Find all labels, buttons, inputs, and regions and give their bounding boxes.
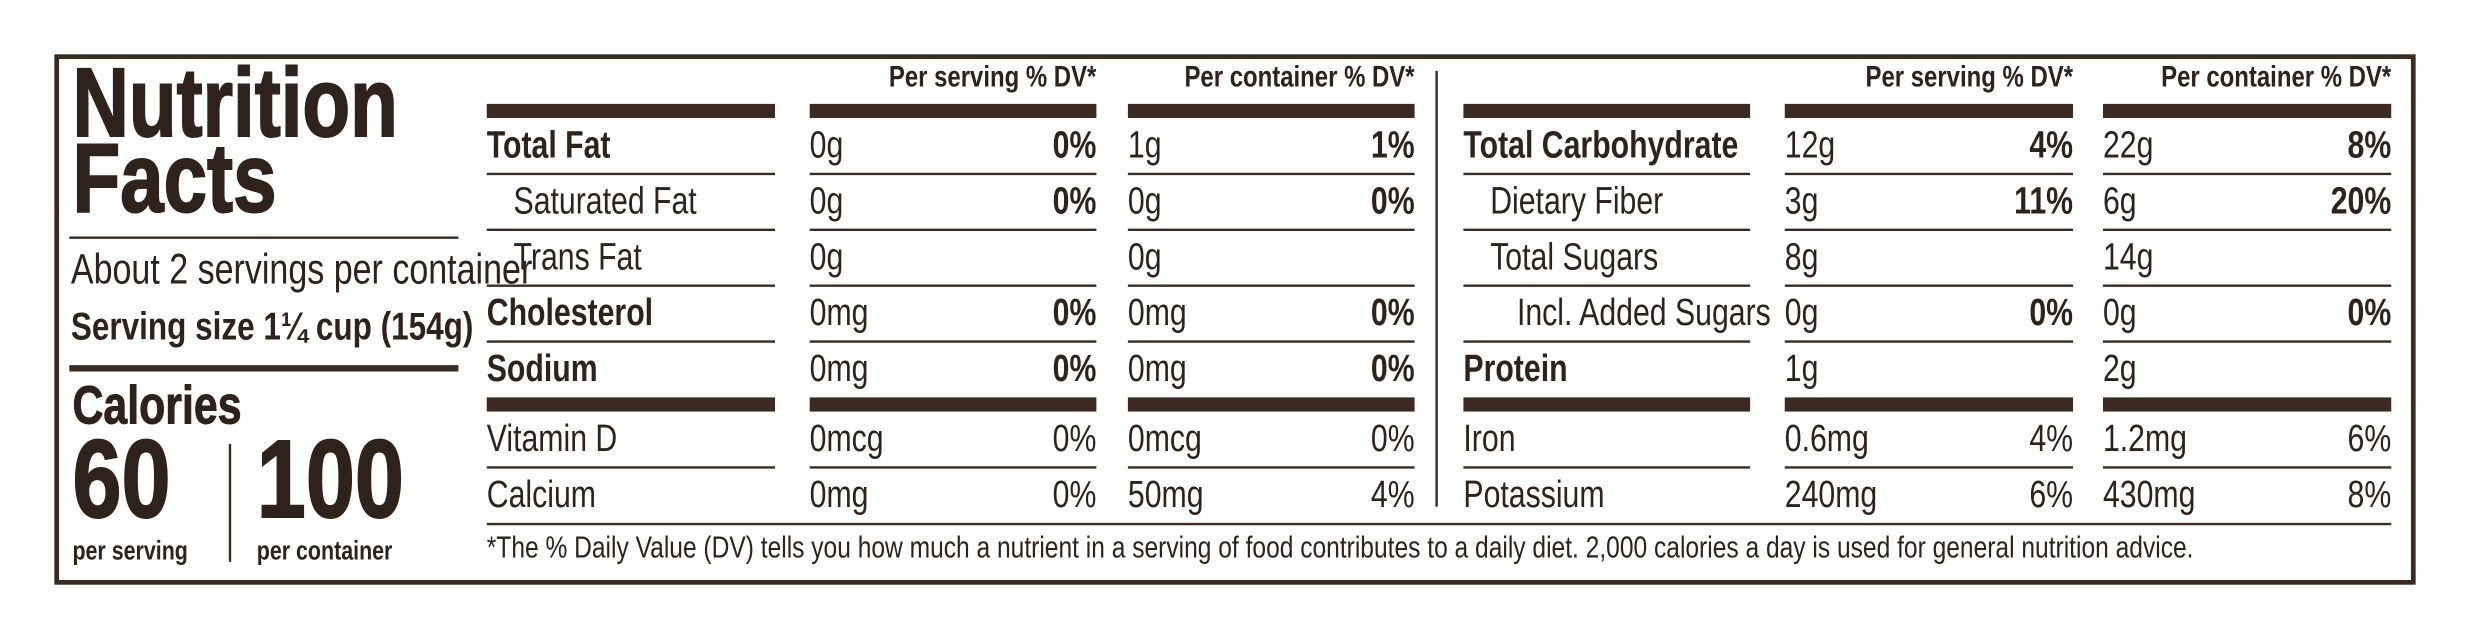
footnote: *The % Daily Value (DV) tells you how mu… [487, 530, 2194, 564]
amount: 0.6mg [1785, 418, 1869, 460]
daily-value: 0% [1053, 180, 1097, 222]
thick-rule [809, 397, 1097, 412]
thick-rule [1127, 103, 1415, 119]
daily-value: 0% [1371, 418, 1415, 460]
nutrient-name: Vitamin D [487, 418, 618, 460]
amount: 0g [1128, 180, 1162, 222]
daily-value: 11% [2014, 180, 2073, 222]
column-header: Per serving % DV* [889, 59, 1097, 93]
amount: 0g [810, 180, 844, 222]
nutrient-name: Cholesterol [487, 292, 653, 334]
daily-value: 6% [2348, 418, 2392, 460]
servings: About 2 servings per container [71, 246, 533, 293]
nutrient-name: Potassium [1463, 474, 1604, 516]
thick-rule [1784, 397, 2074, 412]
thick-rule [2102, 397, 2392, 412]
thick-rule [2102, 103, 2392, 119]
thick-rule [1463, 103, 1751, 119]
amount: 22g [2103, 124, 2153, 166]
amount: 0mcg [810, 418, 884, 460]
daily-value: 0% [1371, 180, 1415, 222]
daily-value: 0% [1371, 348, 1415, 390]
amount: 0g [1785, 292, 1819, 334]
daily-value: 0% [2029, 292, 2073, 334]
amount: 50mg [1128, 474, 1204, 516]
daily-value: 4% [2029, 418, 2073, 460]
thick-rule [486, 103, 776, 119]
daily-value: 4% [1371, 474, 1415, 516]
daily-value: 6% [2029, 474, 2073, 516]
daily-value: 0% [1053, 124, 1097, 166]
amount: 240mg [1785, 474, 1877, 516]
amount: 6g [2103, 180, 2137, 222]
amount: 0g [810, 124, 844, 166]
nutrient-name: Protein [1463, 348, 1567, 390]
nutrient-name: Sodium [487, 348, 598, 390]
amount: 3g [1785, 180, 1819, 222]
amount: 2g [2103, 348, 2137, 390]
column-header: Per serving % DV* [1866, 59, 2074, 93]
amount: 8g [1785, 236, 1819, 278]
daily-value: 0% [1053, 418, 1097, 460]
nutrient-name: Total Fat [487, 124, 611, 166]
amount: 0mg [1128, 292, 1187, 334]
label-border [54, 54, 2416, 585]
nutrient-name: Total Sugars [1490, 236, 1658, 278]
amount: 0mg [810, 474, 869, 516]
amount: 12g [1785, 124, 1835, 166]
daily-value: 0% [1053, 474, 1097, 516]
amount: 1g [1128, 124, 1162, 166]
thick-rule [1463, 397, 1751, 412]
amount: 1g [1785, 348, 1819, 390]
amount: 14g [2103, 236, 2153, 278]
nutrient-name: Iron [1463, 418, 1515, 460]
nutrient-name: Saturated Fat [514, 180, 698, 222]
daily-value: 4% [2029, 124, 2073, 166]
column-header: Per container % DV* [1184, 59, 1415, 93]
nutrient-name: Total Carbohydrate [1463, 124, 1738, 166]
thick-rule [486, 397, 776, 412]
daily-value: 8% [2348, 474, 2392, 516]
amount: 0mg [1128, 348, 1187, 390]
amount: 0g [2103, 292, 2137, 334]
daily-value: 0% [1053, 292, 1097, 334]
nutrient-name: Incl. Added Sugars [1517, 292, 1771, 334]
amount: 0mcg [1128, 418, 1202, 460]
calories-value: 60 [72, 419, 170, 542]
daily-value: 20% [2331, 180, 2392, 222]
calories-unit: per serving [72, 536, 187, 566]
daily-value: 0% [1053, 348, 1097, 390]
daily-value: 0% [1371, 292, 1415, 334]
amount: 0mg [810, 292, 869, 334]
calories-label: Calories [72, 376, 241, 436]
daily-value: 1% [1371, 124, 1415, 166]
amount: 1.2mg [2103, 418, 2187, 460]
nutrient-name: Trans Fat [514, 236, 643, 278]
nutrient-name: Calcium [487, 474, 596, 516]
thick-rule [1127, 397, 1415, 412]
calories-unit: per container [257, 536, 393, 566]
title: Facts [72, 123, 276, 232]
title: Nutrition [72, 48, 397, 157]
thick-rule [809, 103, 1097, 119]
serving-size: Serving size 1¼ cup (154g) [71, 304, 474, 348]
thick-rule [1784, 103, 2074, 119]
nutrient-name: Dietary Fiber [1490, 180, 1663, 222]
daily-value: 8% [2348, 124, 2392, 166]
calories-value: 100 [257, 419, 404, 542]
amount: 0mg [810, 348, 869, 390]
column-header: Per container % DV* [2161, 59, 2392, 93]
amount: 0g [1128, 236, 1162, 278]
amount: 430mg [2103, 474, 2195, 516]
daily-value: 0% [2348, 292, 2392, 334]
amount: 0g [810, 236, 844, 278]
